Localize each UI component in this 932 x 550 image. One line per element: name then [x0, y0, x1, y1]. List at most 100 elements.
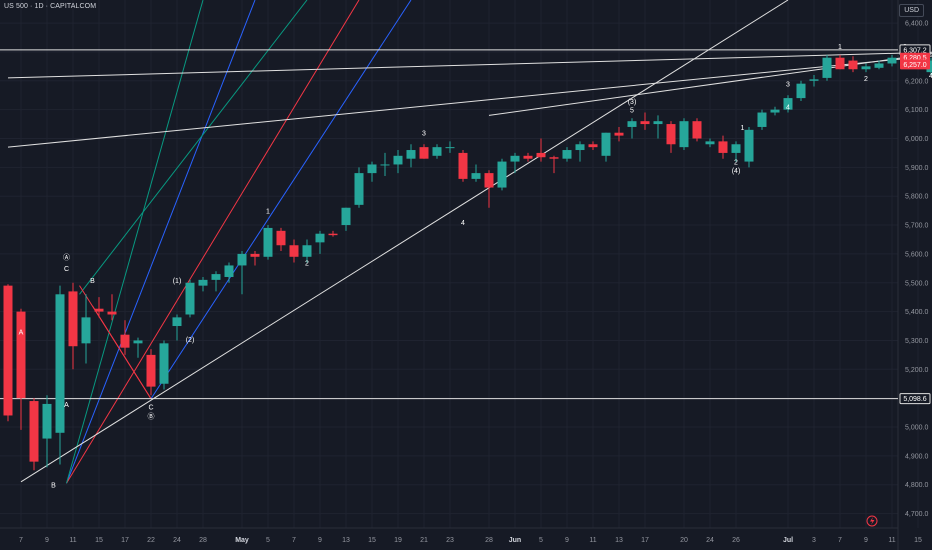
- candle-body: [250, 253, 260, 257]
- x-tick-label: 22: [147, 537, 155, 544]
- candle-body: [549, 157, 559, 159]
- candle-body: [705, 141, 715, 145]
- trend-line: [7, 55, 932, 148]
- symbol-title: US 500 · 1D · CAPITALCOM: [4, 3, 97, 10]
- candle-body: [211, 274, 221, 280]
- lightning-icon[interactable]: [866, 515, 878, 527]
- x-tick-label: 11: [69, 537, 76, 544]
- candle-body: [588, 144, 598, 148]
- x-tick-label: 9: [565, 537, 569, 544]
- candle-body: [471, 173, 481, 179]
- y-tick-label: 5,500.0: [905, 280, 928, 287]
- candle-body: [81, 317, 91, 344]
- candle-body: [94, 308, 104, 312]
- candle-body: [796, 83, 806, 99]
- trend-line: [488, 53, 932, 116]
- candle-body: [224, 265, 234, 277]
- candle-body: [367, 164, 377, 174]
- wave-label: 2: [734, 159, 738, 166]
- x-tick-label: 21: [420, 537, 428, 544]
- x-tick-label: 5: [539, 537, 543, 544]
- candle-body: [861, 66, 871, 70]
- wave-label: Ⓑ: [148, 412, 155, 420]
- pitchfork-line: [92, 305, 152, 400]
- wave-label: 2: [864, 76, 868, 83]
- candle-body: [848, 60, 858, 70]
- y-tick-label: 5,400.0: [905, 309, 928, 316]
- candle-body: [237, 253, 247, 266]
- wave-label: 1: [741, 125, 745, 132]
- y-tick-label: 5,200.0: [905, 367, 928, 374]
- y-tick-label: 5,900.0: [905, 165, 928, 172]
- wave-label: 3: [422, 131, 426, 138]
- candle-body: [809, 79, 819, 81]
- wave-label: C: [64, 266, 69, 273]
- candle-body: [614, 132, 624, 136]
- candle-body: [42, 403, 52, 439]
- candle-body: [172, 317, 182, 327]
- x-tick-label: May: [235, 537, 249, 544]
- wave-label: 4: [461, 220, 465, 227]
- currency-button[interactable]: USD: [899, 4, 924, 17]
- x-tick-label: 9: [864, 537, 868, 544]
- x-tick-label: 17: [641, 537, 649, 544]
- y-tick-label: 5,600.0: [905, 251, 928, 258]
- x-tick-label: 9: [45, 537, 49, 544]
- candle-body: [757, 112, 767, 127]
- candle-body: [276, 230, 286, 246]
- y-tick-label: 5,300.0: [905, 338, 928, 345]
- candle-body: [445, 147, 455, 149]
- candle-body: [822, 57, 832, 78]
- candle-body: [432, 147, 442, 156]
- x-tick-label: 15: [368, 537, 376, 544]
- candle-body: [146, 354, 156, 387]
- candle-body: [640, 121, 650, 125]
- price-badge-label: 6,280.5: [903, 55, 926, 62]
- y-tick-label: 4,700.0: [905, 511, 928, 518]
- candle-body: [523, 155, 533, 159]
- wave-label: Ⓐ: [63, 254, 70, 262]
- candle-body: [835, 57, 845, 70]
- candle-body: [679, 121, 689, 148]
- x-tick-label: 7: [292, 537, 296, 544]
- wave-label: B: [51, 483, 56, 490]
- candle-body: [653, 121, 663, 125]
- lightning-bolt-icon: [870, 517, 875, 525]
- candle-body: [16, 311, 26, 399]
- wave-label: (2): [186, 337, 195, 344]
- trend-line: [20, 0, 789, 483]
- candle-body: [484, 173, 494, 188]
- x-tick-label: 7: [838, 537, 842, 544]
- wave-label: 4: [929, 73, 932, 80]
- x-tick-label: 9: [318, 537, 322, 544]
- x-tick-label: 7: [19, 537, 23, 544]
- y-tick-label: 6,200.0: [905, 78, 928, 85]
- x-tick-label: 13: [615, 537, 623, 544]
- candle-body: [666, 124, 676, 145]
- candle-body: [731, 144, 741, 153]
- candle-body: [562, 150, 572, 159]
- candle-body: [575, 144, 585, 151]
- pitchfork-line: [79, 0, 308, 295]
- candle-body: [120, 334, 130, 348]
- x-tick-label: 11: [888, 537, 895, 544]
- x-tick-label: 13: [342, 537, 350, 544]
- x-tick-label: 26: [732, 537, 740, 544]
- price-badge-label: 6,257.0: [903, 62, 926, 69]
- x-tick-label: 19: [394, 537, 402, 544]
- trend-line: [7, 51, 932, 79]
- candle-body: [393, 155, 403, 165]
- candle-body: [601, 132, 611, 156]
- pitchfork-line: [66, 0, 360, 484]
- y-tick-label: 4,900.0: [905, 453, 928, 460]
- candle-body: [692, 121, 702, 139]
- candle-body: [263, 227, 273, 257]
- x-tick-label: 28: [199, 537, 207, 544]
- y-tick-label: 6,000.0: [905, 136, 928, 143]
- level-badge: [899, 393, 931, 405]
- candle-body: [3, 285, 13, 416]
- x-tick-label: 11: [589, 537, 596, 544]
- level-badge-label: 6,307.2: [903, 47, 926, 54]
